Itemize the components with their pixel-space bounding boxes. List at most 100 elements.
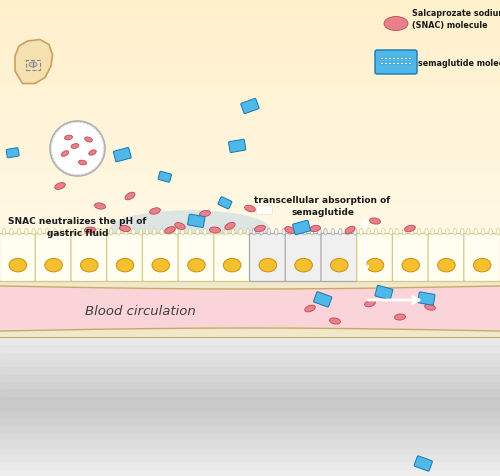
Ellipse shape (360, 229, 363, 236)
Bar (0, 0, 500, 10)
Ellipse shape (489, 229, 492, 236)
Ellipse shape (200, 211, 210, 217)
Ellipse shape (460, 229, 464, 236)
Ellipse shape (232, 229, 235, 236)
Ellipse shape (338, 229, 342, 236)
FancyBboxPatch shape (142, 234, 179, 282)
FancyBboxPatch shape (114, 148, 131, 162)
FancyBboxPatch shape (214, 234, 250, 282)
Ellipse shape (260, 229, 263, 236)
Circle shape (381, 63, 384, 66)
Ellipse shape (304, 306, 316, 312)
Bar (0, 130, 500, 140)
Bar (0, 447, 500, 454)
Bar (0, 181, 500, 191)
Circle shape (385, 58, 387, 60)
Ellipse shape (124, 229, 128, 236)
Bar (0, 30, 500, 40)
Ellipse shape (446, 229, 449, 236)
Circle shape (408, 58, 411, 60)
Ellipse shape (246, 229, 250, 236)
Ellipse shape (38, 229, 42, 236)
Bar (0, 418, 500, 425)
Bar (0, 455, 500, 461)
Bar (0, 367, 500, 374)
Ellipse shape (274, 229, 278, 236)
FancyBboxPatch shape (256, 206, 272, 215)
Ellipse shape (96, 229, 100, 236)
Ellipse shape (110, 211, 270, 248)
Circle shape (404, 63, 407, 66)
Bar (0, 120, 500, 130)
Bar (0, 140, 500, 151)
Ellipse shape (330, 318, 340, 325)
FancyBboxPatch shape (375, 51, 417, 75)
Ellipse shape (474, 259, 491, 272)
Circle shape (389, 58, 391, 60)
Ellipse shape (402, 259, 419, 272)
Bar (0, 171, 500, 181)
Ellipse shape (78, 161, 86, 166)
FancyBboxPatch shape (0, 234, 36, 282)
Ellipse shape (29, 63, 37, 68)
Ellipse shape (24, 229, 28, 236)
FancyBboxPatch shape (241, 99, 259, 114)
Ellipse shape (366, 259, 384, 272)
FancyBboxPatch shape (292, 221, 310, 235)
Ellipse shape (254, 226, 266, 232)
FancyBboxPatch shape (71, 234, 108, 282)
Bar (0, 345, 500, 352)
Bar (0, 271, 500, 281)
FancyBboxPatch shape (6, 149, 19, 159)
Bar (0, 221, 500, 231)
Ellipse shape (181, 229, 184, 236)
FancyBboxPatch shape (392, 234, 429, 282)
Ellipse shape (364, 301, 376, 307)
Bar (0, 251, 500, 261)
Bar (0, 90, 500, 100)
Ellipse shape (94, 203, 106, 209)
Ellipse shape (367, 229, 370, 236)
Text: semaglutide molecule: semaglutide molecule (418, 59, 500, 68)
Circle shape (381, 58, 384, 60)
Ellipse shape (382, 229, 385, 236)
Ellipse shape (410, 229, 414, 236)
Ellipse shape (71, 144, 79, 149)
Ellipse shape (474, 229, 478, 236)
Circle shape (397, 63, 399, 66)
Ellipse shape (431, 229, 434, 236)
Bar (0, 110, 500, 120)
Circle shape (389, 63, 391, 66)
Ellipse shape (282, 229, 286, 236)
Bar (0, 70, 500, 80)
Ellipse shape (68, 229, 71, 236)
Bar (0, 287, 500, 331)
Ellipse shape (310, 226, 320, 232)
Ellipse shape (175, 229, 178, 236)
Bar (0, 201, 500, 211)
Ellipse shape (17, 229, 20, 236)
FancyBboxPatch shape (188, 215, 205, 228)
FancyBboxPatch shape (418, 292, 435, 306)
Bar (0, 425, 500, 432)
Ellipse shape (74, 229, 77, 236)
Ellipse shape (394, 314, 406, 320)
Bar (0, 261, 500, 271)
Bar (0, 241, 500, 251)
Ellipse shape (216, 229, 220, 236)
Ellipse shape (64, 136, 72, 140)
Ellipse shape (116, 259, 134, 272)
Ellipse shape (395, 229, 398, 236)
Ellipse shape (374, 229, 378, 236)
Ellipse shape (32, 229, 35, 236)
Ellipse shape (81, 229, 84, 236)
Ellipse shape (84, 138, 92, 143)
Ellipse shape (438, 259, 455, 272)
Ellipse shape (125, 193, 135, 200)
Ellipse shape (296, 229, 299, 236)
Ellipse shape (45, 259, 62, 272)
Ellipse shape (132, 229, 135, 236)
Ellipse shape (104, 229, 107, 236)
Circle shape (400, 58, 403, 60)
Bar (0, 20, 500, 30)
